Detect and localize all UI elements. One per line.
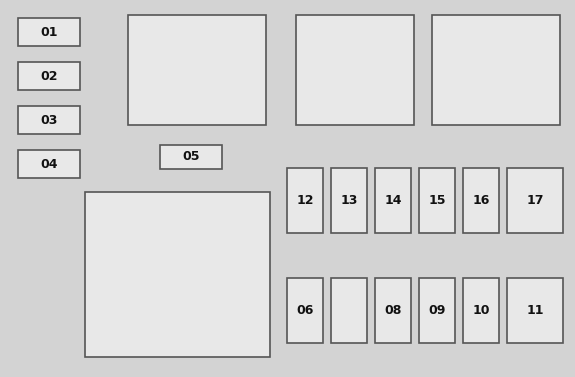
FancyBboxPatch shape — [128, 15, 266, 125]
FancyBboxPatch shape — [375, 168, 411, 233]
Text: 03: 03 — [40, 113, 58, 127]
Text: 05: 05 — [182, 150, 200, 164]
FancyBboxPatch shape — [507, 168, 563, 233]
Text: 15: 15 — [428, 194, 446, 207]
FancyBboxPatch shape — [160, 145, 222, 169]
FancyBboxPatch shape — [331, 168, 367, 233]
FancyBboxPatch shape — [375, 278, 411, 343]
Text: 11: 11 — [526, 304, 544, 317]
FancyBboxPatch shape — [419, 278, 455, 343]
FancyBboxPatch shape — [419, 168, 455, 233]
FancyBboxPatch shape — [85, 192, 270, 357]
FancyBboxPatch shape — [18, 150, 80, 178]
Text: 16: 16 — [472, 194, 490, 207]
Text: 17: 17 — [526, 194, 544, 207]
FancyBboxPatch shape — [287, 278, 323, 343]
FancyBboxPatch shape — [18, 62, 80, 90]
FancyBboxPatch shape — [432, 15, 560, 125]
FancyBboxPatch shape — [18, 106, 80, 134]
Text: 02: 02 — [40, 69, 58, 83]
FancyBboxPatch shape — [463, 278, 499, 343]
Text: 08: 08 — [384, 304, 402, 317]
FancyBboxPatch shape — [331, 278, 367, 343]
Text: 06: 06 — [296, 304, 314, 317]
Text: 12: 12 — [296, 194, 314, 207]
Text: 10: 10 — [472, 304, 490, 317]
FancyBboxPatch shape — [18, 18, 80, 46]
FancyBboxPatch shape — [463, 168, 499, 233]
Text: 04: 04 — [40, 158, 58, 170]
FancyBboxPatch shape — [296, 15, 414, 125]
FancyBboxPatch shape — [507, 278, 563, 343]
Text: 09: 09 — [428, 304, 446, 317]
FancyBboxPatch shape — [287, 168, 323, 233]
Text: 01: 01 — [40, 26, 58, 38]
Text: 14: 14 — [384, 194, 402, 207]
Text: 13: 13 — [340, 194, 358, 207]
